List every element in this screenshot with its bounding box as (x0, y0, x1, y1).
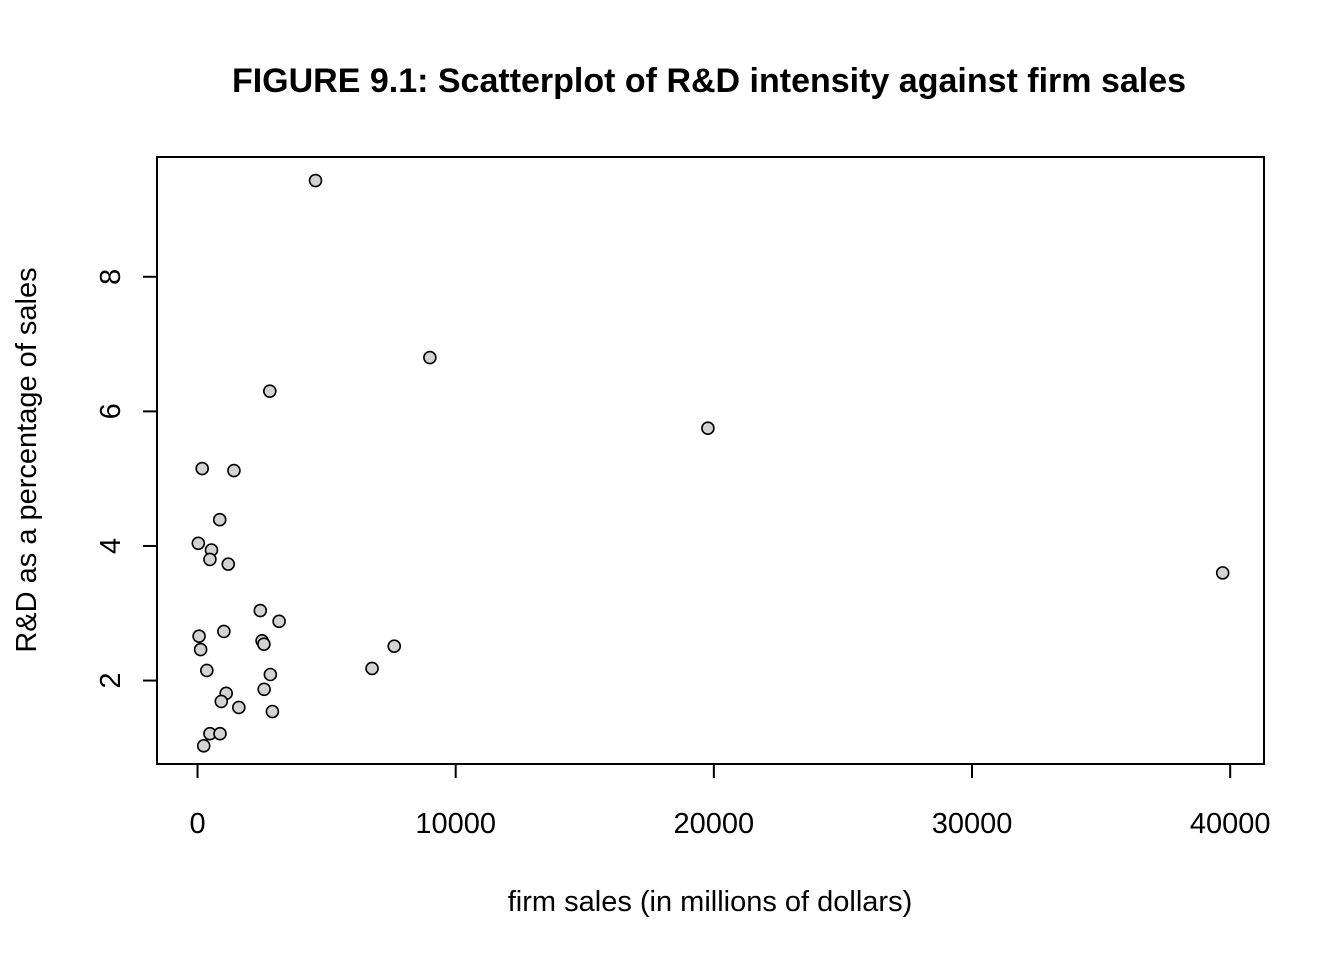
data-point (1215, 566, 1230, 580)
data-point (196, 739, 211, 753)
data-point (227, 463, 241, 478)
data-point (253, 603, 268, 618)
data-point (387, 639, 402, 654)
data-point (701, 421, 715, 435)
data-point (214, 694, 229, 709)
data-points (191, 173, 1230, 753)
data-point (308, 173, 323, 188)
data-point (217, 624, 231, 639)
data-point (263, 667, 278, 682)
x-tick-label: 30000 (932, 808, 1013, 840)
data-point (365, 661, 379, 676)
y-tick-label: 4 (95, 538, 127, 554)
data-point (191, 536, 206, 551)
y-tick-label: 6 (95, 403, 127, 419)
data-point (213, 726, 227, 741)
y-axis: 2 4 6 8 (95, 269, 158, 689)
data-point (263, 384, 277, 398)
data-point (192, 629, 206, 643)
data-point (257, 637, 271, 652)
x-axis-label: firm sales (in millions of dollars) (508, 886, 913, 918)
data-point (195, 461, 209, 476)
data-point (193, 642, 208, 657)
data-point (221, 557, 236, 571)
data-point (200, 663, 214, 678)
x-tick-label: 0 (189, 808, 205, 840)
x-axis: 0 10000 20000 30000 40000 (189, 763, 1271, 840)
x-tick-label: 40000 (1190, 808, 1271, 840)
data-point (257, 682, 271, 697)
plot-frame (156, 156, 1265, 765)
x-tick-label: 10000 (415, 808, 496, 840)
y-tick-label: 8 (95, 269, 127, 285)
x-tick-label: 20000 (674, 808, 755, 840)
data-point (265, 704, 280, 719)
data-point (272, 614, 286, 629)
chart-title: FIGURE 9.1: Scatterplot of R&D intensity… (232, 62, 1186, 100)
y-axis-label: R&D as a percentage of sales (11, 267, 43, 652)
data-point (203, 552, 217, 567)
data-point (423, 350, 437, 365)
data-point (232, 700, 246, 715)
data-point (212, 512, 227, 527)
y-tick-label: 2 (95, 672, 127, 688)
